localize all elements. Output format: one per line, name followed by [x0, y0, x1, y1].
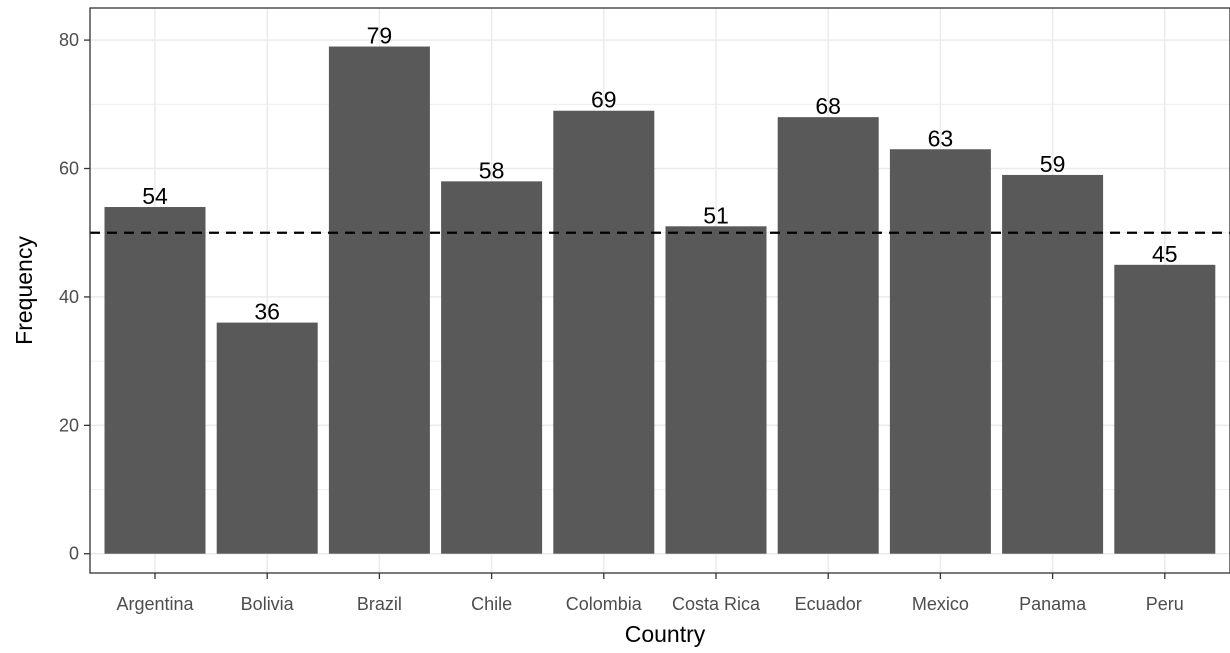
- bar-value-label: 51: [703, 202, 729, 228]
- bar-value-label: 58: [479, 157, 505, 183]
- bar: [104, 207, 206, 554]
- x-tick-label: Ecuador: [795, 594, 862, 614]
- bar: [777, 117, 879, 554]
- bar: [1114, 264, 1216, 554]
- bar-value-label: 63: [928, 125, 954, 151]
- x-tick-label: Mexico: [912, 594, 969, 614]
- y-tick-label: 60: [59, 159, 79, 179]
- data-labels: 54 36 79 58 69 51 68 63 59 45: [142, 23, 1177, 325]
- bar-value-label: 36: [254, 299, 280, 325]
- bar-value-label: 79: [367, 23, 393, 49]
- x-tick-label: Brazil: [357, 594, 402, 614]
- y-tick-label: 20: [59, 415, 79, 435]
- bar: [553, 110, 655, 554]
- bars: [104, 46, 1216, 554]
- x-axis-title: Country: [625, 621, 706, 647]
- bar-value-label: 69: [591, 87, 617, 113]
- bar-value-label: 54: [142, 183, 168, 209]
- x-tick-label: Argentina: [116, 594, 194, 614]
- bar-value-label: 45: [1152, 241, 1178, 267]
- bar: [328, 46, 430, 554]
- panel-border: [89, 7, 1230, 574]
- x-tick-label: Costa Rica: [672, 594, 761, 614]
- x-tick-label: Colombia: [566, 594, 643, 614]
- bar-value-label: 68: [815, 93, 841, 119]
- bar: [889, 149, 991, 554]
- bar: [441, 181, 543, 554]
- x-tick-label: Panama: [1019, 594, 1087, 614]
- y-axis-title: Frequency: [11, 236, 37, 345]
- y-tick-label: 80: [59, 30, 79, 50]
- bar-value-label: 59: [1040, 151, 1066, 177]
- x-tick-label: Chile: [471, 594, 512, 614]
- y-axis: 0 20 40 60 80: [59, 30, 90, 564]
- y-tick-label: 0: [69, 544, 79, 564]
- bar: [665, 226, 767, 554]
- x-axis: Argentina Bolivia Brazil Chile Colombia Costa…: [116, 573, 1184, 614]
- x-tick-label: Bolivia: [241, 594, 295, 614]
- x-tick-label: Peru: [1146, 594, 1184, 614]
- bar: [216, 322, 318, 554]
- bar: [1002, 174, 1104, 554]
- y-tick-label: 40: [59, 287, 79, 307]
